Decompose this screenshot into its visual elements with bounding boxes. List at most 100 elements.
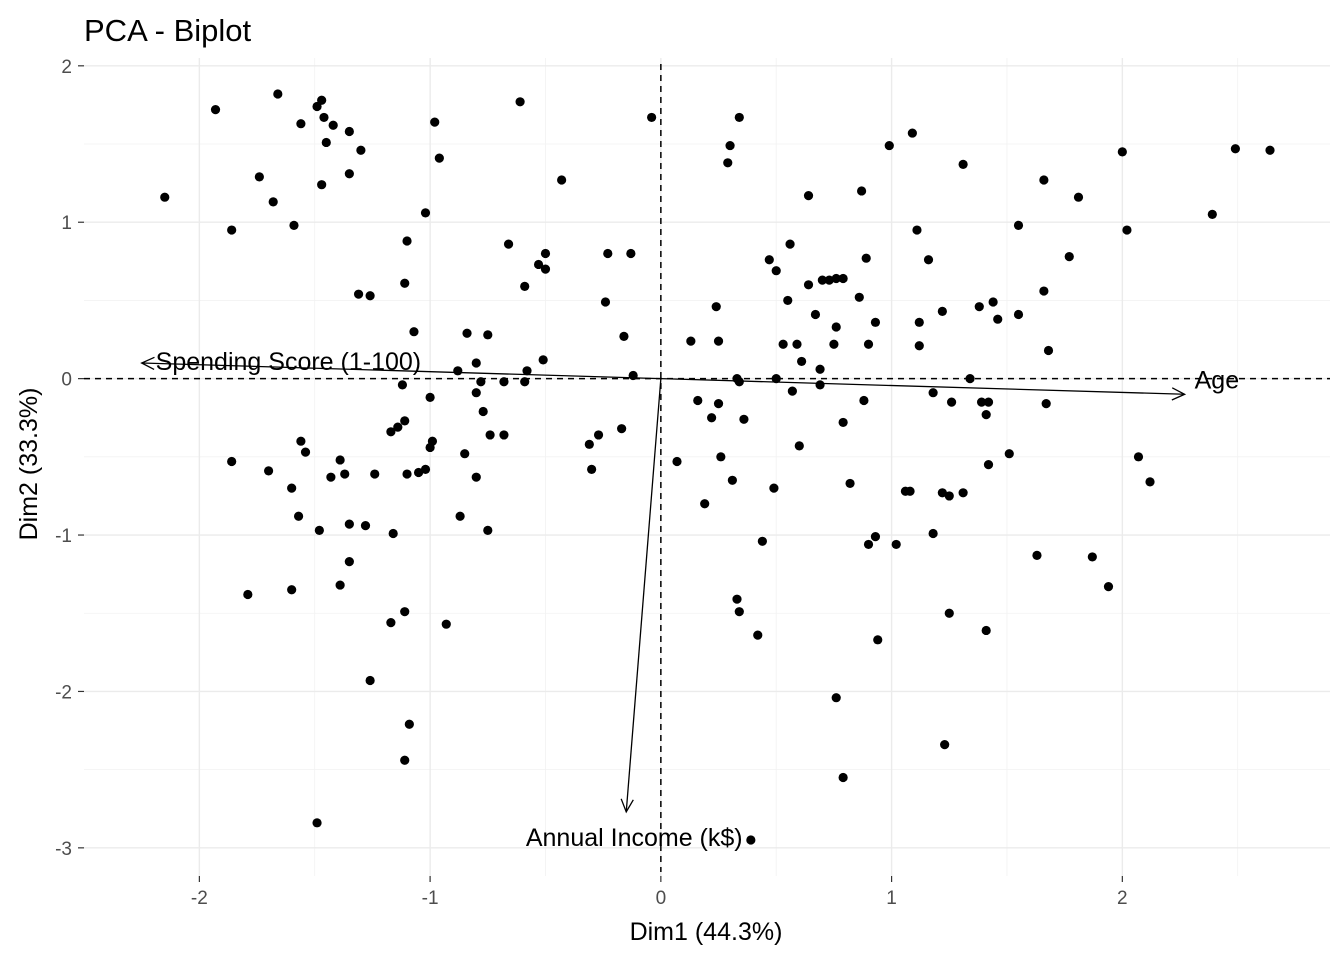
data-point bbox=[700, 499, 710, 509]
data-point bbox=[672, 456, 682, 467]
data-point bbox=[1041, 399, 1051, 409]
variable-arrow-line bbox=[141, 362, 661, 380]
observation-points bbox=[160, 89, 1275, 845]
data-point bbox=[287, 585, 297, 595]
data-point bbox=[388, 528, 398, 539]
data-point bbox=[757, 536, 767, 546]
data-point bbox=[1122, 225, 1132, 235]
data-point bbox=[838, 417, 848, 428]
gridlines bbox=[84, 58, 1330, 876]
y-tick-label: 0 bbox=[61, 370, 72, 391]
data-point bbox=[815, 364, 825, 374]
data-point bbox=[734, 607, 744, 617]
data-point bbox=[227, 225, 237, 235]
data-point bbox=[335, 455, 345, 465]
data-point bbox=[420, 208, 431, 218]
data-point bbox=[344, 169, 354, 179]
data-point bbox=[734, 377, 744, 387]
data-point bbox=[912, 225, 922, 235]
data-point bbox=[914, 317, 924, 327]
data-point bbox=[533, 259, 544, 270]
data-point bbox=[617, 424, 627, 434]
data-point bbox=[725, 140, 735, 151]
variable-arrows bbox=[140, 356, 1187, 814]
data-point bbox=[974, 302, 984, 312]
data-point bbox=[587, 464, 597, 474]
data-point bbox=[707, 413, 717, 423]
data-point bbox=[693, 395, 703, 406]
data-point bbox=[686, 336, 696, 346]
data-point bbox=[263, 466, 274, 476]
data-point bbox=[619, 331, 629, 342]
data-point bbox=[863, 539, 874, 550]
data-point bbox=[958, 488, 968, 498]
data-point bbox=[711, 302, 721, 312]
data-point bbox=[254, 172, 264, 182]
data-point bbox=[1103, 582, 1114, 592]
y-tick-label: -3 bbox=[55, 839, 72, 860]
data-point bbox=[273, 89, 283, 99]
data-point bbox=[771, 266, 781, 276]
variable-label: Annual Income (k$) bbox=[526, 824, 743, 852]
data-point bbox=[499, 430, 509, 440]
data-point bbox=[965, 374, 975, 384]
data-point bbox=[810, 309, 821, 320]
data-point bbox=[402, 236, 412, 246]
data-point bbox=[831, 322, 841, 332]
reference-lines bbox=[84, 64, 1330, 872]
data-point bbox=[210, 105, 221, 115]
data-point bbox=[803, 280, 814, 290]
data-point bbox=[483, 525, 493, 535]
data-point bbox=[739, 414, 749, 424]
data-point bbox=[854, 292, 864, 302]
data-point bbox=[593, 430, 604, 440]
data-point bbox=[1013, 309, 1024, 320]
data-point bbox=[976, 397, 987, 407]
data-point bbox=[1032, 550, 1042, 560]
data-point bbox=[1043, 345, 1054, 356]
data-point bbox=[764, 255, 774, 265]
data-point bbox=[557, 175, 567, 185]
data-point bbox=[831, 693, 841, 703]
chart-title: PCA - Biplot bbox=[84, 13, 252, 48]
data-point bbox=[838, 273, 848, 284]
variable-arrow-line bbox=[625, 378, 662, 812]
data-point bbox=[803, 191, 814, 201]
data-point bbox=[1064, 252, 1074, 262]
data-point bbox=[983, 460, 994, 470]
data-point bbox=[600, 297, 611, 307]
data-point bbox=[1087, 552, 1097, 562]
data-point bbox=[746, 835, 756, 845]
data-point bbox=[344, 519, 354, 529]
data-point bbox=[515, 97, 525, 107]
x-tick-label: 0 bbox=[656, 888, 667, 909]
data-point bbox=[503, 239, 514, 249]
x-axis-title: Dim1 (44.3%) bbox=[630, 918, 783, 946]
data-point bbox=[713, 336, 724, 346]
data-point bbox=[317, 95, 327, 105]
data-point bbox=[434, 153, 444, 163]
data-point bbox=[340, 469, 350, 479]
data-point bbox=[845, 478, 855, 489]
data-point bbox=[914, 341, 924, 351]
data-point bbox=[462, 328, 472, 338]
data-point bbox=[732, 594, 742, 604]
data-point bbox=[453, 366, 463, 376]
data-point bbox=[319, 112, 329, 123]
data-point bbox=[321, 137, 331, 148]
data-point bbox=[370, 469, 380, 479]
data-point bbox=[356, 145, 366, 155]
data-point bbox=[831, 273, 841, 284]
data-point bbox=[787, 386, 797, 396]
data-point bbox=[716, 452, 726, 462]
data-point bbox=[1039, 175, 1049, 185]
data-point bbox=[928, 388, 938, 398]
data-point bbox=[160, 192, 170, 202]
y-axis-title: Dim2 (33.3%) bbox=[15, 388, 43, 541]
data-point bbox=[870, 532, 881, 542]
data-point bbox=[988, 297, 998, 307]
axis-ticks: -2 -1 0 1 2 -3 -2 -1 0 1 2 bbox=[55, 57, 1128, 909]
data-point bbox=[460, 449, 470, 459]
data-point bbox=[296, 436, 306, 446]
